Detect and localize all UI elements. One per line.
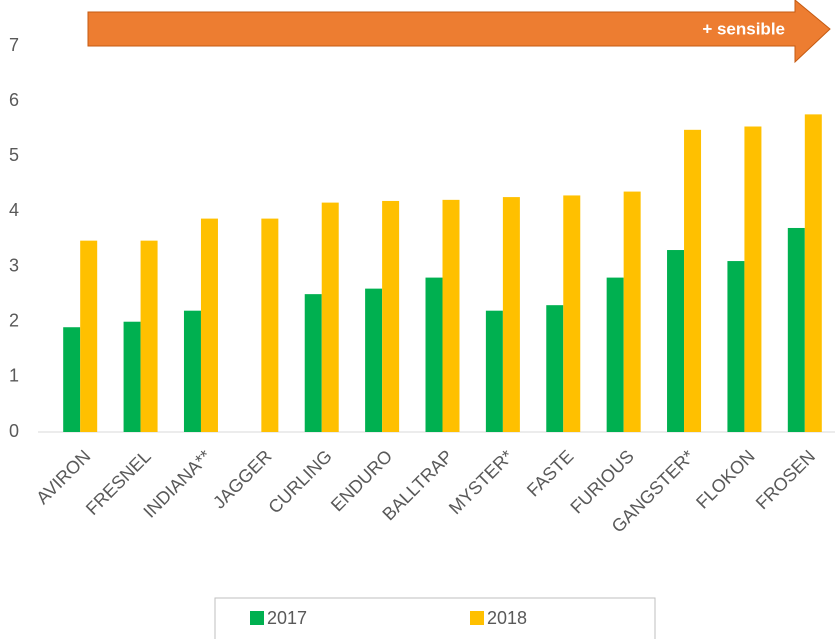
bar (442, 199, 460, 432)
bar (546, 305, 564, 432)
arrow (87, 0, 831, 64)
y-tick-label: 3 (9, 255, 19, 275)
x-tick-label: AVIRON (32, 446, 94, 508)
legend-swatch (470, 611, 484, 625)
bar (425, 277, 443, 432)
bar (804, 114, 822, 433)
bar (684, 129, 702, 432)
bar (502, 197, 520, 432)
bar (787, 227, 805, 432)
y-tick-label: 2 (9, 310, 19, 330)
bar (140, 240, 158, 432)
bar (623, 191, 641, 432)
bar (200, 218, 218, 432)
x-tick-label: CURLING (264, 446, 335, 517)
bar (382, 200, 400, 432)
bar (727, 261, 745, 432)
x-tick-label: FLOKON (692, 446, 758, 512)
y-tick-label: 1 (9, 366, 19, 386)
bar (80, 240, 98, 432)
bar (744, 126, 762, 432)
annotation: + sensible (702, 19, 785, 38)
bar (667, 250, 685, 432)
y-tick-label: 5 (9, 145, 19, 165)
x-tick-label: FASTE (523, 446, 577, 500)
x-tick-label: MYSTER* (445, 446, 517, 518)
legend-swatch (250, 611, 264, 625)
legend-box (214, 597, 656, 639)
bar (485, 310, 503, 432)
bar (261, 218, 279, 432)
y-tick-label: 7 (9, 35, 19, 55)
legend-label: 2018 (487, 608, 527, 628)
bar (365, 288, 383, 432)
y-tick-label: 0 (9, 421, 19, 441)
bar (321, 202, 339, 432)
bar (63, 327, 81, 432)
bar (304, 294, 322, 432)
bar (123, 321, 141, 432)
bar (563, 195, 581, 432)
y-tick-label: 4 (9, 200, 19, 220)
bar (183, 310, 201, 432)
bar (606, 277, 624, 432)
legend-label: 2017 (267, 608, 307, 628)
x-tick-label: FROSEN (752, 446, 819, 513)
y-tick-label: 6 (9, 90, 19, 110)
